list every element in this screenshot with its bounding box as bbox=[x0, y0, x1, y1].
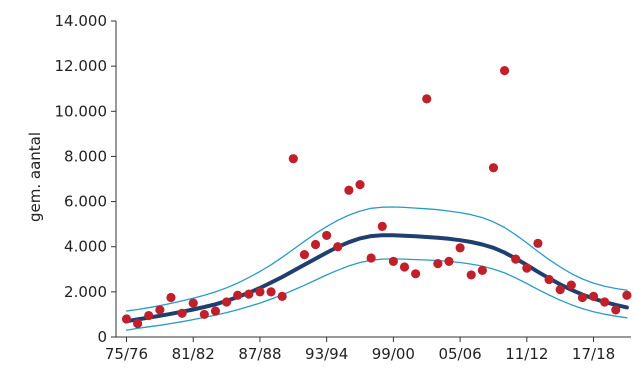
x-axis-ticks: 75/76 81/82 87/88 93/94 99/00 05/06 11/12 17/18 bbox=[105, 337, 615, 363]
y-tick-label: 10.000 bbox=[55, 102, 108, 120]
data-point bbox=[388, 256, 398, 266]
data-point bbox=[466, 270, 476, 280]
data-point bbox=[177, 308, 187, 318]
x-tick-label: 87/88 bbox=[238, 345, 281, 363]
data-point bbox=[488, 163, 499, 173]
y-tick-label: 8.000 bbox=[64, 147, 107, 165]
data-point bbox=[455, 243, 465, 253]
x-tick-label: 75/76 bbox=[105, 345, 148, 363]
y-tick-label: 4.000 bbox=[64, 238, 107, 256]
data-point bbox=[233, 290, 243, 300]
data-point bbox=[544, 274, 554, 285]
data-points bbox=[121, 66, 632, 329]
data-point bbox=[511, 254, 521, 264]
data-point bbox=[188, 298, 198, 308]
trend-line-group bbox=[124, 233, 629, 324]
data-point bbox=[433, 259, 443, 269]
y-tick-label: 6.000 bbox=[64, 193, 107, 211]
data-point bbox=[555, 285, 565, 295]
data-point bbox=[399, 262, 410, 272]
data-point bbox=[221, 297, 232, 307]
data-point bbox=[622, 290, 632, 300]
x-tick-label: 81/82 bbox=[172, 345, 215, 363]
data-point bbox=[566, 280, 576, 290]
data-point bbox=[333, 242, 343, 252]
data-point bbox=[522, 263, 532, 273]
data-point bbox=[255, 287, 265, 297]
data-point bbox=[422, 94, 432, 104]
data-point bbox=[588, 291, 599, 301]
data-point bbox=[199, 309, 209, 320]
data-point bbox=[344, 185, 354, 195]
x-tick-label: 17/18 bbox=[572, 345, 615, 363]
x-tick-label: 99/00 bbox=[372, 345, 415, 363]
data-point bbox=[377, 221, 387, 231]
data-point bbox=[155, 305, 165, 315]
data-point bbox=[210, 306, 221, 316]
data-point bbox=[288, 154, 298, 164]
y-axis-ticks: 0 2.000 4.000 6.000 8.000 10.000 12.000 14.000 bbox=[55, 12, 116, 346]
y-tick-label: 14.000 bbox=[55, 12, 108, 30]
data-point bbox=[577, 292, 588, 303]
x-tick-label: 11/12 bbox=[505, 345, 548, 363]
data-point bbox=[366, 253, 376, 263]
y-tick-label: 12.000 bbox=[55, 57, 108, 75]
data-point bbox=[477, 265, 487, 276]
x-tick-label: 93/94 bbox=[305, 345, 348, 363]
axes bbox=[115, 21, 631, 338]
data-point bbox=[266, 287, 276, 297]
y-tick-label: 2.000 bbox=[64, 283, 107, 301]
data-point bbox=[355, 180, 365, 190]
data-point bbox=[499, 66, 510, 76]
data-point bbox=[299, 250, 310, 260]
data-point bbox=[611, 305, 621, 315]
lower-bound-line bbox=[125, 258, 628, 331]
trend-line bbox=[124, 233, 629, 324]
data-point bbox=[244, 289, 254, 299]
data-point bbox=[533, 238, 543, 248]
upper-bound-line bbox=[125, 206, 628, 312]
confidence-band-lines bbox=[125, 206, 628, 331]
data-point bbox=[166, 292, 176, 303]
data-point bbox=[310, 239, 321, 250]
data-point bbox=[411, 269, 421, 279]
data-point bbox=[277, 291, 287, 301]
data-point bbox=[133, 318, 143, 329]
data-point bbox=[322, 230, 332, 241]
data-point bbox=[444, 256, 454, 266]
data-point bbox=[121, 314, 132, 324]
data-point bbox=[144, 310, 154, 321]
x-tick-label: 05/06 bbox=[438, 345, 481, 363]
data-point bbox=[600, 297, 610, 307]
y-axis-title: gem. aantal bbox=[26, 132, 44, 222]
y-tick-label: 0 bbox=[97, 328, 107, 346]
